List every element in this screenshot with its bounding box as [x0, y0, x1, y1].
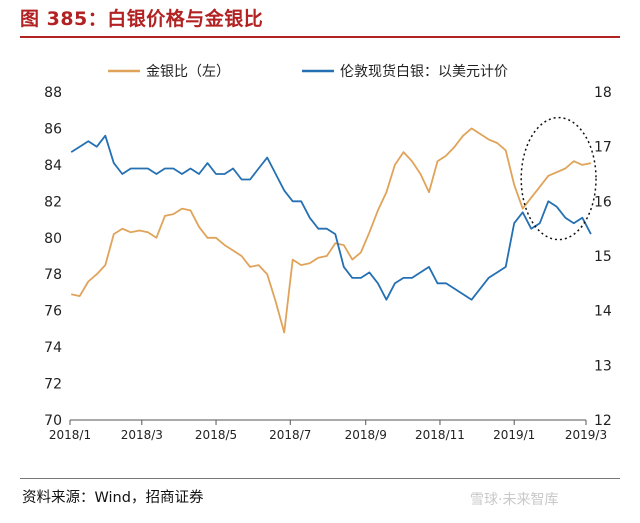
gold-silver-chart: 金银比（左） 伦敦现货白银：以美元计价 70 72 74 76 78 80 82 84 86 88…: [44, 63, 612, 442]
x-axis-ticks: 2018/1 2018/3 2018/5 2018/7 2018/9 2018/11 201…: [49, 420, 607, 442]
right-tick-label: 16: [594, 194, 612, 210]
figure-title: 图 385：白银价格与金银比: [20, 8, 264, 30]
x-tick-label: 2018/1: [49, 428, 91, 442]
highlight-ellipse: [520, 116, 597, 241]
right-tick-label: 18: [594, 85, 612, 101]
watermark: 雪球·未来智库: [470, 492, 559, 508]
source-divider: [20, 478, 620, 479]
right-tick-label: 14: [594, 304, 612, 320]
right-tick-label: 15: [594, 249, 612, 265]
x-tick-label: 2018/5: [195, 428, 237, 442]
left-axis-ticks: 70 72 74 76 78 80 82 84 86 88: [44, 85, 62, 429]
left-tick-label: 86: [44, 121, 62, 137]
right-axis-ticks: 12 13 14 15 16 17 18: [594, 85, 612, 429]
legend-label-ratio: 金银比（左）: [146, 64, 230, 80]
left-tick-label: 74: [44, 340, 62, 356]
x-tick-label: 2019/3: [565, 428, 607, 442]
chart-legend: 金银比（左） 伦敦现货白银：以美元计价: [108, 63, 508, 80]
left-tick-label: 82: [44, 194, 62, 210]
left-tick-label: 88: [44, 85, 62, 101]
series-line-silver: [70, 134, 592, 301]
left-tick-label: 78: [44, 267, 62, 283]
right-tick-label: 13: [594, 358, 612, 374]
x-tick-label: 2018/3: [121, 428, 163, 442]
left-tick-label: 72: [44, 377, 62, 393]
source-note: 资料来源：Wind，招商证券: [22, 490, 204, 506]
left-tick-label: 84: [44, 158, 62, 174]
right-tick-label: 12: [594, 413, 612, 429]
series-line-ratio: [71, 127, 592, 334]
x-tick-label: 2019/1: [493, 428, 535, 442]
x-tick-label: 2018/9: [345, 428, 387, 442]
left-tick-label: 70: [44, 413, 62, 429]
x-tick-label: 2018/7: [269, 428, 311, 442]
left-tick-label: 80: [44, 231, 62, 247]
legend-label-silver: 伦敦现货白银：以美元计价: [340, 63, 508, 80]
right-tick-label: 17: [594, 140, 612, 156]
x-tick-label: 2018/11: [415, 428, 465, 442]
title-underline: [20, 36, 620, 38]
left-tick-label: 76: [44, 304, 62, 320]
